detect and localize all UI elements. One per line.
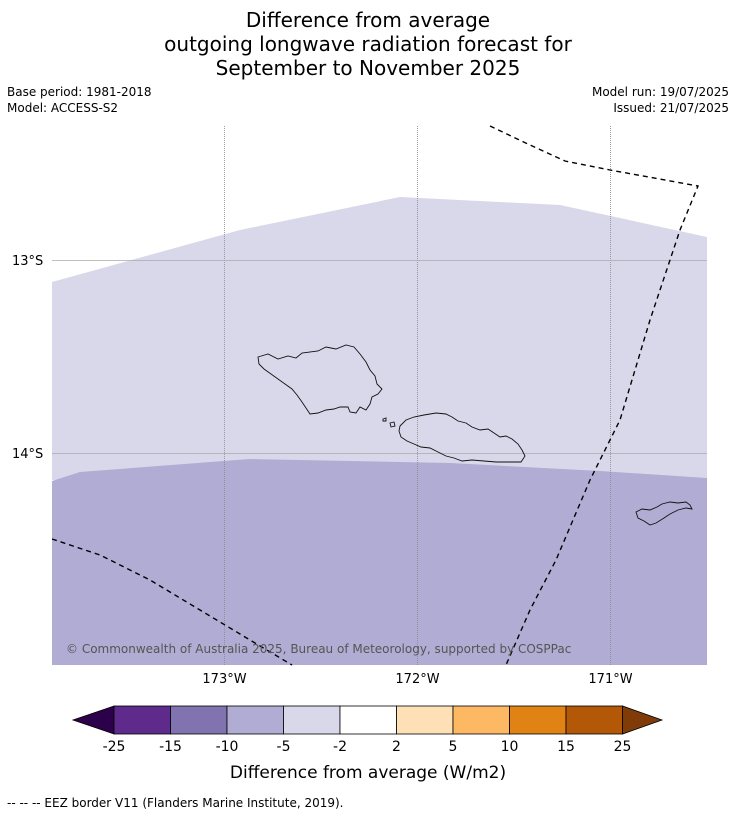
colorbar-bin-6 bbox=[452, 705, 510, 735]
colorbar-tick-label: -15 bbox=[159, 739, 182, 755]
island-manono bbox=[389, 421, 396, 428]
meta-left: Base period: 1981-2018 Model: ACCESS-S2 bbox=[7, 84, 152, 116]
issued-date: Issued: 21/07/2025 bbox=[613, 101, 729, 115]
model-run: Model run: 19/07/2025 bbox=[591, 85, 729, 99]
colorbar-tick-label: 15 bbox=[557, 739, 575, 755]
colorbar-tick-label: 2 bbox=[392, 739, 401, 755]
colorbar-tick-label: -2 bbox=[333, 739, 347, 755]
island-savaii bbox=[257, 344, 383, 415]
colorbar-tick-label: -10 bbox=[216, 739, 239, 755]
zone-medium bbox=[52, 459, 707, 665]
colorbar-tick-label: 5 bbox=[449, 739, 458, 755]
anomaly-zones bbox=[52, 197, 707, 665]
colorbar-tick-label: -25 bbox=[103, 739, 126, 755]
colorbar-tick-label: -5 bbox=[277, 739, 291, 755]
title-line-1: Difference from average bbox=[245, 8, 491, 32]
eez-borders bbox=[51, 125, 699, 666]
chart-title: Difference from average outgoing longwav… bbox=[0, 8, 736, 80]
zone-light bbox=[52, 197, 707, 480]
colorbar-bin-3 bbox=[283, 705, 341, 735]
colorbar-bin-7 bbox=[509, 705, 567, 735]
graticule bbox=[52, 126, 707, 665]
coastlines bbox=[257, 344, 693, 526]
colorbar-bin-0 bbox=[113, 705, 171, 735]
copyright-text: © Commonwealth of Australia 2025, Bureau… bbox=[66, 642, 571, 656]
colorbar-over-arrow bbox=[622, 705, 664, 735]
lat-label-14s: 14°S bbox=[12, 447, 43, 462]
colorbar-bin-5 bbox=[396, 705, 454, 735]
colorbar-bin-2 bbox=[226, 705, 284, 735]
lat-label-13s: 13°S bbox=[12, 254, 43, 269]
island-apolima bbox=[382, 417, 387, 422]
title-line-2: outgoing longwave radiation forecast for bbox=[164, 32, 572, 56]
island-tutuila bbox=[635, 501, 693, 526]
colorbar-under-arrow bbox=[71, 705, 115, 735]
colorbar-tick-label: 25 bbox=[614, 739, 632, 755]
lon-label-173w: 173°W bbox=[202, 672, 246, 687]
lon-label-172w: 172°W bbox=[395, 672, 439, 687]
lon-label-171w: 171°W bbox=[588, 672, 632, 687]
eez-line-southwest bbox=[51, 538, 293, 666]
eez-line-north bbox=[489, 125, 699, 666]
colorbar-label: Difference from average (W/m2) bbox=[230, 763, 506, 783]
model-name: Model: ACCESS-S2 bbox=[7, 101, 119, 115]
colorbar: -25 -15 -10 -5 -2 2 5 10 15 25 bbox=[71, 705, 664, 755]
base-period: Base period: 1981-2018 bbox=[7, 85, 152, 99]
colorbar-tick-label: 10 bbox=[501, 739, 519, 755]
colorbar-bin-8 bbox=[565, 705, 623, 735]
eez-legend-note: -- -- -- EEZ border V11 (Flanders Marine… bbox=[7, 796, 344, 810]
title-line-3: September to November 2025 bbox=[215, 56, 521, 80]
colorbar-bin-1 bbox=[170, 705, 228, 735]
meta-right: Model run: 19/07/2025 Issued: 21/07/2025 bbox=[592, 84, 729, 116]
colorbar-bin-4 bbox=[339, 705, 397, 735]
island-upolu bbox=[398, 412, 526, 463]
